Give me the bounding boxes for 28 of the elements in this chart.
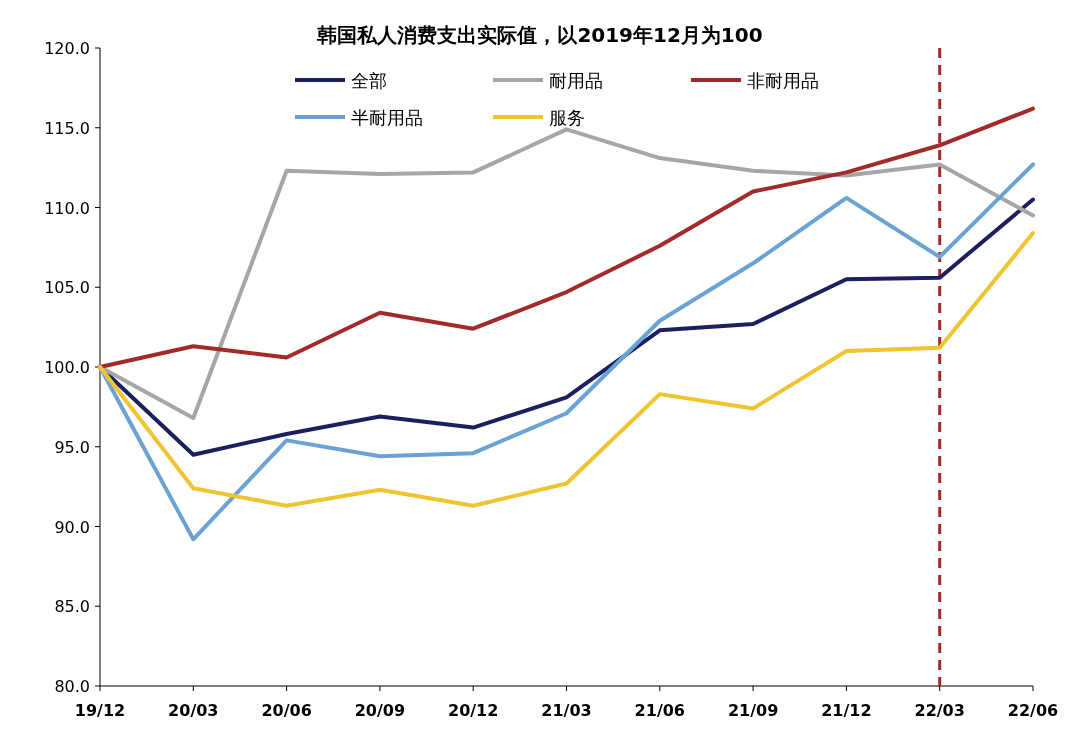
x-tick-label: 20/06 (261, 701, 312, 720)
y-tick-label: 90.0 (54, 517, 90, 537)
y-tick-label: 120.0 (44, 39, 90, 58)
y-tick-label: 80.0 (54, 677, 90, 696)
x-tick-label: 22/06 (1007, 701, 1059, 720)
line-series (98, 162, 1035, 542)
line-series (98, 231, 1035, 508)
x-tick-label: 21/12 (821, 701, 872, 720)
x-tick-label: 21/06 (634, 701, 685, 720)
legend-label: 半耐用品 (351, 107, 423, 128)
x-tick-label: 20/03 (168, 701, 219, 720)
x-tick-label: 21/03 (541, 701, 592, 720)
y-tick-label: 115.0 (44, 118, 90, 138)
legend-label: 服务 (549, 107, 585, 128)
x-tick-label: 19/12 (74, 701, 126, 720)
y-tick-label: 110.0 (44, 198, 90, 218)
legend-label: 全部 (351, 70, 387, 91)
y-tick-label: 95.0 (54, 437, 90, 457)
chart-title: 韩国私人消费支出实际值，以2019年12月为100 (316, 23, 763, 47)
legend-label: 耐用品 (549, 70, 603, 91)
y-tick-label: 100.0 (44, 358, 90, 377)
legend-label: 非耐用品 (747, 70, 819, 91)
x-tick-label: 21/09 (727, 701, 779, 720)
x-tick-label: 20/12 (448, 701, 499, 720)
x-tick-label: 20/09 (354, 701, 406, 720)
x-tick-label: 22/03 (914, 701, 965, 720)
y-tick-label: 105.0 (44, 278, 90, 298)
y-tick-label: 85.0 (54, 597, 90, 617)
